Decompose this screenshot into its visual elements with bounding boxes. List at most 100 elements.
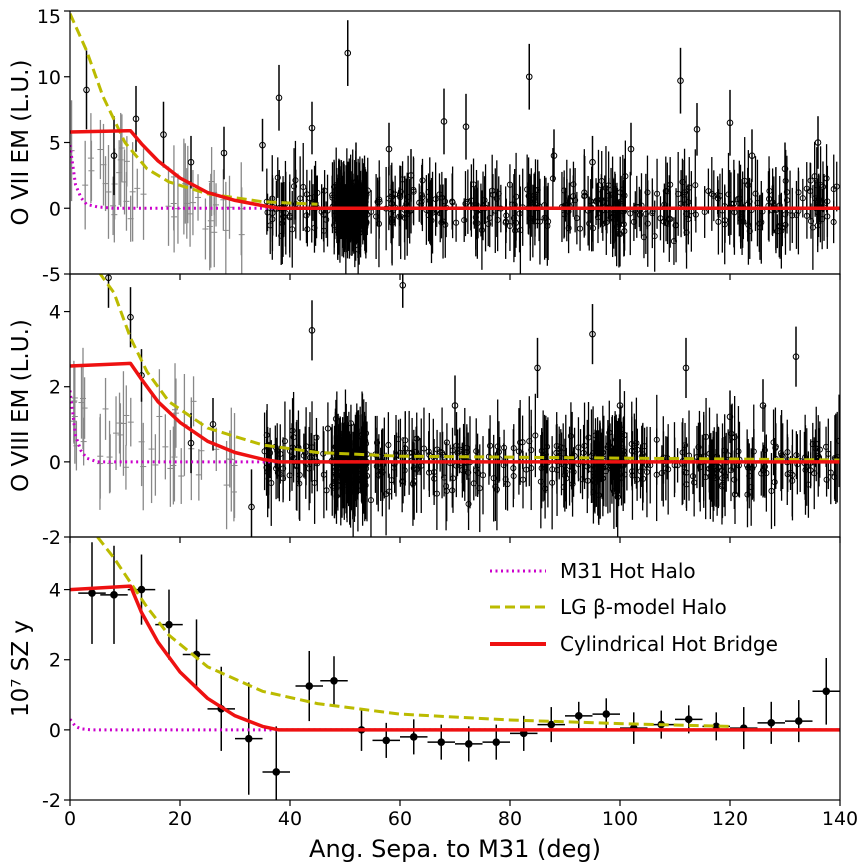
data-point (609, 191, 616, 198)
data-point (305, 682, 314, 690)
y-tick-label: -5 (42, 264, 61, 286)
legend-label-m31: M31 Hot Halo (560, 559, 696, 583)
data-point (209, 420, 217, 428)
data-point (362, 224, 369, 231)
data-point (244, 734, 253, 743)
data-point (667, 216, 674, 223)
data-point (220, 149, 228, 157)
data-point (789, 477, 796, 484)
data-point (401, 214, 408, 221)
panel-2: -2 0 2 4 O VIII EM (L.U.) (8, 273, 841, 549)
data-point (354, 219, 361, 226)
model-curve-m31-hot-halo (70, 390, 840, 464)
data-point (340, 472, 347, 479)
x-tick-label: 40 (278, 808, 302, 830)
data-point (642, 210, 649, 217)
data-point (767, 719, 776, 727)
data-point (633, 440, 640, 447)
data-point (814, 139, 822, 146)
data-point (269, 216, 276, 223)
data-point (672, 222, 679, 229)
data-point (502, 219, 509, 226)
y-axis-label: O VII EM (L.U.) (8, 60, 34, 226)
data-point (338, 214, 345, 221)
data-point (286, 212, 293, 219)
data-point (440, 118, 448, 125)
data-point (308, 124, 316, 132)
data-point (165, 620, 173, 629)
model-curve-lg-model-halo (70, 12, 318, 206)
data-point (726, 413, 734, 421)
data-point (528, 465, 535, 472)
data-point (532, 432, 539, 439)
data-point (273, 465, 280, 472)
y-axis-label: 10⁷ SZ y (8, 620, 34, 717)
data-point (833, 183, 840, 190)
x-tick-label: 20 (168, 808, 192, 830)
data-point (493, 195, 500, 202)
x-tick-label: 100 (602, 808, 638, 830)
data-point (658, 469, 665, 477)
data-point (300, 452, 307, 459)
data-point (374, 198, 381, 205)
data-point (542, 214, 549, 221)
data-point (385, 145, 393, 153)
y-tick-label: 4 (49, 302, 61, 324)
data-point (347, 192, 354, 199)
y-tick-label: 2 (49, 377, 61, 399)
data-point (550, 152, 558, 159)
data-point (272, 768, 281, 776)
data-point (692, 182, 699, 189)
data-point (573, 215, 580, 222)
data-point (627, 210, 634, 217)
data-point (585, 434, 592, 441)
data-point (654, 190, 661, 197)
data-point (137, 585, 146, 594)
data-point (396, 213, 403, 220)
data-point (439, 449, 446, 456)
y-tick-label: 0 (49, 198, 61, 220)
data-point (524, 186, 531, 193)
data-point (737, 200, 744, 207)
data-point (662, 187, 669, 195)
data-point (420, 445, 428, 452)
data-point (291, 183, 298, 190)
legend: M31 Hot Halo LG β-model Halo Cylindrical… (490, 559, 778, 656)
data-point (110, 591, 118, 599)
data-point (581, 442, 588, 449)
data-point (792, 353, 800, 360)
data-point (341, 183, 348, 191)
data-point (679, 449, 686, 456)
data-point (160, 131, 167, 138)
model-curve-m31-hot-halo (70, 144, 840, 210)
data-point (620, 221, 627, 228)
y-tick-label: 0 (49, 720, 61, 742)
data-point (715, 218, 722, 225)
data-point (438, 219, 445, 226)
y-tick-label: 10 (37, 67, 61, 89)
data-point (463, 448, 470, 456)
data-point (682, 364, 690, 372)
data-point (413, 435, 420, 442)
data-point (510, 445, 517, 452)
data-point (187, 158, 195, 166)
data-point (760, 467, 767, 474)
y-axis-label: O VIII EM (L.U.) (8, 319, 34, 492)
data-point (758, 219, 765, 226)
data-point (606, 464, 614, 472)
data-point (132, 115, 140, 123)
data-point (409, 733, 418, 741)
data-point (432, 196, 439, 203)
data-point (746, 228, 753, 235)
y-tick-label: 5 (49, 133, 61, 155)
data-point (308, 327, 316, 334)
data-point (693, 126, 701, 133)
y-tick-label: 15 (37, 6, 61, 28)
data-point (759, 466, 767, 474)
data-point (329, 194, 336, 201)
data-point (88, 589, 96, 597)
model-curve-cylindrical-hot-bridge (70, 128, 840, 211)
data-point (479, 472, 487, 479)
model-curve-lg-model-halo (96, 537, 731, 728)
data-point (744, 491, 751, 498)
